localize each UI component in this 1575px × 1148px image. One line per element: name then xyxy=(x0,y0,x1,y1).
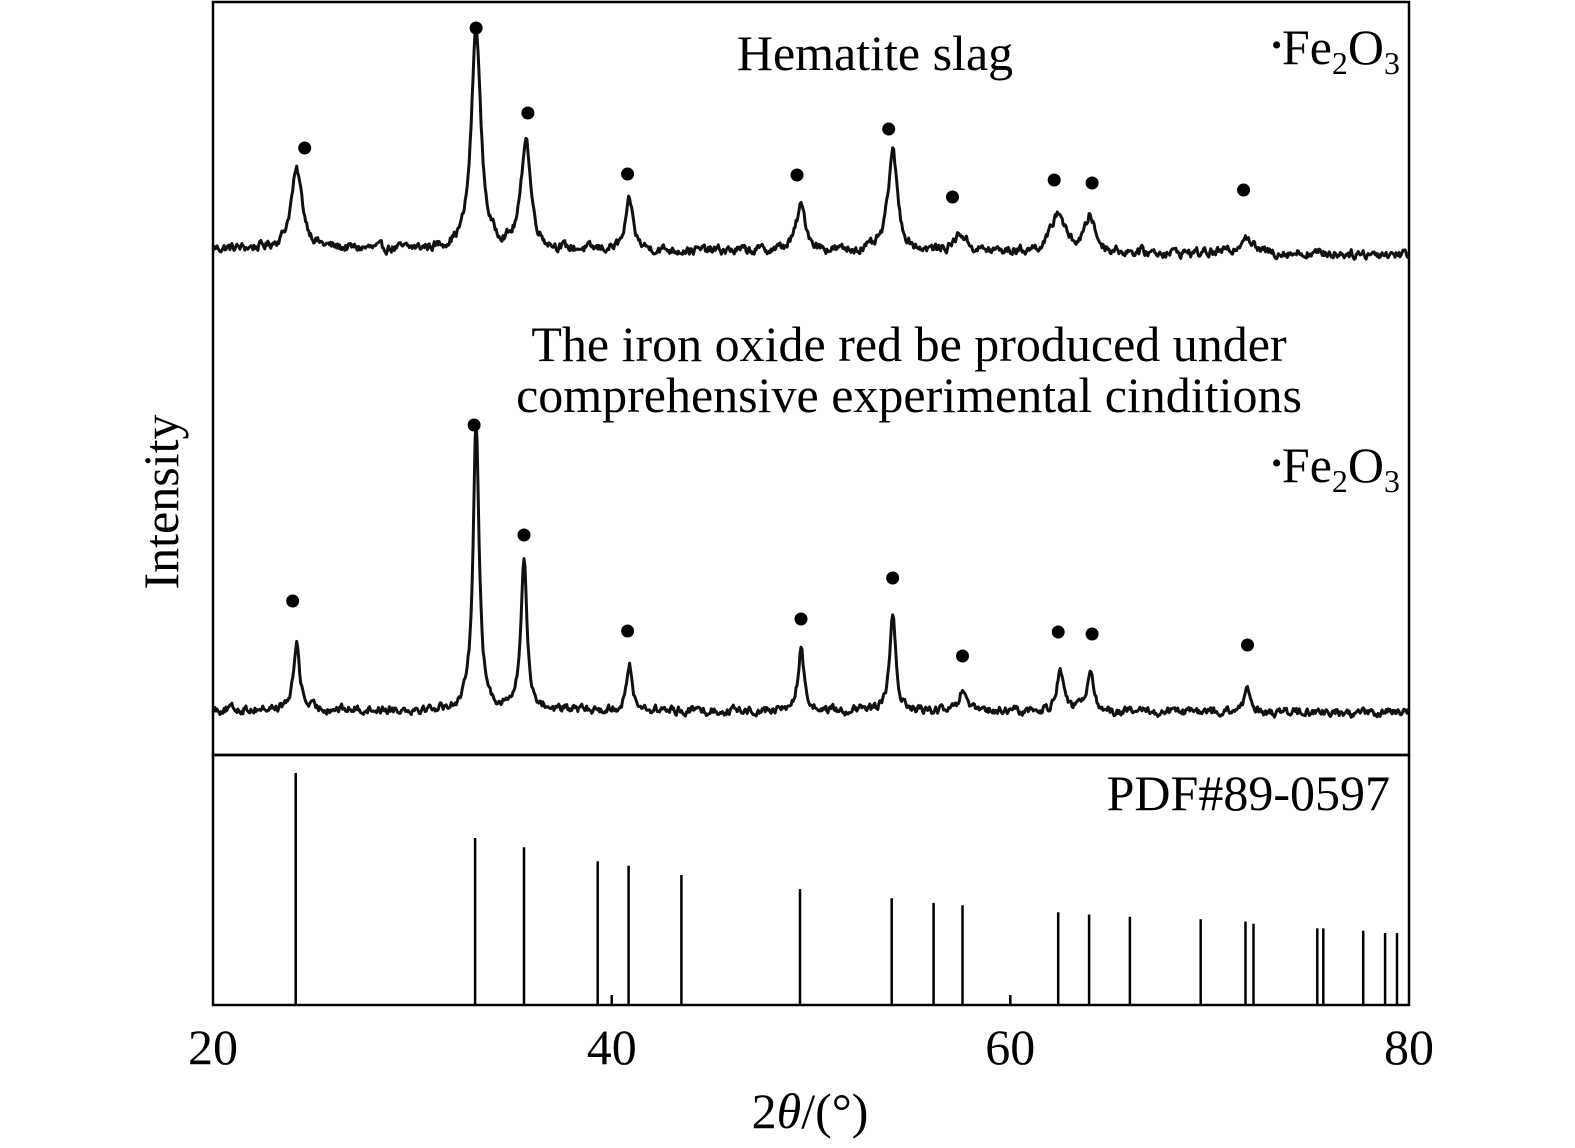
peak-marker xyxy=(467,418,481,432)
legend-bullet: • xyxy=(1271,447,1282,480)
series-label-hematite-slag: Hematite slag xyxy=(737,25,1013,81)
x-label-prefix: 2 xyxy=(752,1083,777,1139)
peak-marker xyxy=(521,106,535,120)
peak-marker xyxy=(794,612,808,626)
peak-marker xyxy=(882,122,896,136)
peak-marker xyxy=(517,528,531,542)
peak-marker xyxy=(1051,625,1065,639)
legend-fe: Fe xyxy=(1282,19,1332,75)
peak-marker xyxy=(790,168,804,182)
x-tick-label: 60 xyxy=(985,1019,1035,1075)
series-line xyxy=(211,25,1410,261)
peak-marker xyxy=(956,649,969,663)
peak-marker xyxy=(298,141,312,155)
legend-sub-3: 3 xyxy=(1384,463,1400,499)
peak-marker xyxy=(1047,173,1061,187)
peak-markers-hematite-slag xyxy=(298,21,1251,204)
legend-fe2o3-top: •Fe2O3 xyxy=(1271,19,1400,81)
peak-markers-iron-oxide-red xyxy=(286,418,1254,663)
series-hematite-slag xyxy=(211,25,1410,261)
reference-label: PDF#89-0597 xyxy=(1107,765,1390,821)
peak-marker xyxy=(946,190,959,204)
series-iron-oxide-red xyxy=(211,420,1411,719)
peak-marker xyxy=(886,571,900,585)
legend-sub-3: 3 xyxy=(1384,45,1400,81)
x-tick-label: 20 xyxy=(188,1019,238,1075)
peak-marker xyxy=(621,624,635,638)
series-label-iron-oxide-red-line2: comprehensive experimental cinditions xyxy=(516,367,1302,423)
x-axis-label: 2θ/(°) xyxy=(752,1083,869,1139)
legend-fe: Fe xyxy=(1282,437,1332,493)
series-line xyxy=(211,420,1411,719)
x-label-theta: θ xyxy=(777,1083,802,1139)
legend-bullet: • xyxy=(1271,29,1282,62)
legend-sub-2: 2 xyxy=(1332,463,1348,499)
reference-sticks xyxy=(294,773,1399,1005)
reference-panel-frame xyxy=(211,753,1411,1007)
legend-o: O xyxy=(1348,437,1384,493)
peak-marker xyxy=(286,594,300,608)
x-tick-label: 40 xyxy=(587,1019,637,1075)
legend-sub-2: 2 xyxy=(1332,45,1348,81)
peak-marker xyxy=(1085,176,1099,190)
peak-marker xyxy=(1085,627,1099,641)
x-tick-label: 80 xyxy=(1384,1019,1434,1075)
series-label-iron-oxide-red-line1: The iron oxide red be produced under xyxy=(531,316,1287,372)
peak-marker xyxy=(1237,183,1251,197)
legend-fe2o3-bottom: •Fe2O3 xyxy=(1271,437,1400,499)
x-label-suffix: /(°) xyxy=(801,1083,868,1139)
peak-marker xyxy=(621,167,635,181)
y-axis-label: Intensity xyxy=(133,415,189,590)
peak-marker xyxy=(1241,638,1254,652)
x-axis-ticks: 20 40 60 80 xyxy=(188,995,1434,1075)
peak-marker xyxy=(469,21,483,35)
legend-o: O xyxy=(1348,19,1384,75)
